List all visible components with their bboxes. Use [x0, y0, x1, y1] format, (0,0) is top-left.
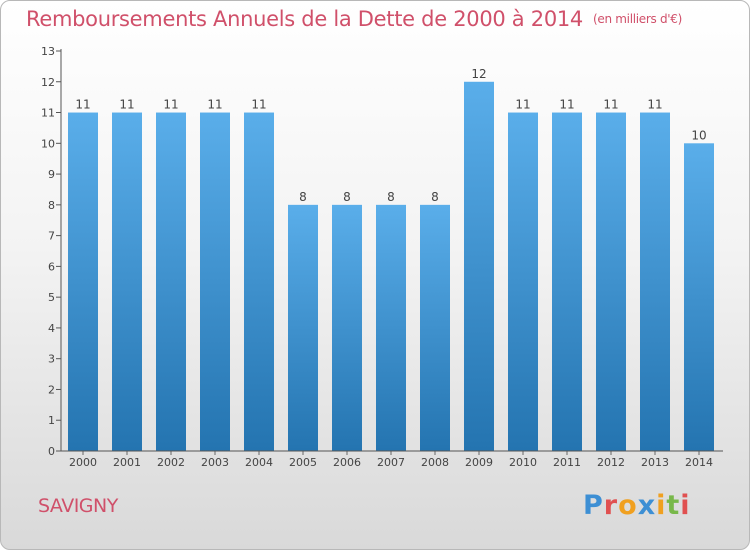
- x-tick-label-2003: 2003: [201, 456, 229, 469]
- value-label-2005: 8: [299, 190, 307, 204]
- bar-2013: [640, 112, 670, 452]
- y-tick-label-10: 10: [41, 137, 55, 150]
- x-tick-label-2005: 2005: [289, 456, 317, 469]
- x-tick-label-2008: 2008: [421, 456, 449, 469]
- y-tick-label-9: 9: [48, 168, 55, 181]
- x-tick-label-2002: 2002: [157, 456, 185, 469]
- proxiti-logo: Proxiti: [583, 490, 691, 521]
- y-tick-label-11: 11: [41, 107, 55, 120]
- x-tick-label-2010: 2010: [509, 456, 537, 469]
- value-label-2004: 11: [251, 98, 266, 112]
- x-tick-label-2000: 2000: [69, 456, 97, 469]
- commune-name: SAVIGNY: [38, 495, 118, 517]
- y-tick-label-1: 1: [48, 414, 55, 427]
- title-unit: (en milliers d'€): [593, 12, 683, 26]
- y-tick-label-0: 0: [48, 445, 55, 458]
- value-label-2011: 11: [559, 98, 574, 112]
- y-tick-label-8: 8: [48, 199, 55, 212]
- bar-2011: [552, 112, 582, 452]
- value-label-2012: 11: [603, 98, 618, 112]
- bar-2001: [112, 112, 142, 452]
- x-tick-label-2011: 2011: [553, 456, 581, 469]
- value-label-2009: 12: [471, 67, 486, 81]
- title-text: Remboursements Annuels de la Dette de 20…: [26, 7, 583, 31]
- bar-2003: [200, 112, 230, 452]
- x-tick-label-2006: 2006: [333, 456, 361, 469]
- y-tick-label-6: 6: [48, 260, 55, 273]
- bar-2006: [332, 204, 362, 451]
- y-tick-label-13: 13: [41, 45, 55, 58]
- x-tick-label-2013: 2013: [641, 456, 669, 469]
- value-label-2008: 8: [431, 190, 439, 204]
- y-tick-label-5: 5: [48, 291, 55, 304]
- chart-title: Remboursements Annuels de la Dette de 20…: [26, 7, 682, 31]
- bar-2000: [68, 112, 98, 452]
- bar-2004: [244, 112, 274, 452]
- bar-2012: [596, 112, 626, 452]
- value-label-2002: 11: [163, 98, 178, 112]
- x-tick-label-2004: 2004: [245, 456, 273, 469]
- bar-2009: [464, 81, 494, 452]
- x-tick-label-2012: 2012: [597, 456, 625, 469]
- bar-2007: [376, 204, 406, 451]
- value-label-2010: 11: [515, 98, 530, 112]
- y-tick-label-12: 12: [41, 76, 55, 89]
- bar-2014: [684, 143, 714, 452]
- value-label-2006: 8: [343, 190, 351, 204]
- x-tick-label-2007: 2007: [377, 456, 405, 469]
- y-tick-label-2: 2: [48, 383, 55, 396]
- bar-2005: [288, 204, 318, 451]
- value-label-2013: 11: [647, 98, 662, 112]
- value-label-2001: 11: [119, 98, 134, 112]
- value-label-2000: 11: [75, 98, 90, 112]
- value-label-2007: 8: [387, 190, 395, 204]
- value-label-2003: 11: [207, 98, 222, 112]
- value-label-2014: 10: [691, 128, 706, 142]
- x-tick-label-2014: 2014: [685, 456, 713, 469]
- y-tick-label-4: 4: [48, 322, 55, 335]
- bar-2008: [420, 204, 450, 451]
- x-tick-label-2001: 2001: [113, 456, 141, 469]
- bar-2002: [156, 112, 186, 452]
- bar-2010: [508, 112, 538, 452]
- y-tick-label-3: 3: [48, 353, 55, 366]
- y-tick-label-7: 7: [48, 230, 55, 243]
- x-tick-label-2009: 2009: [465, 456, 493, 469]
